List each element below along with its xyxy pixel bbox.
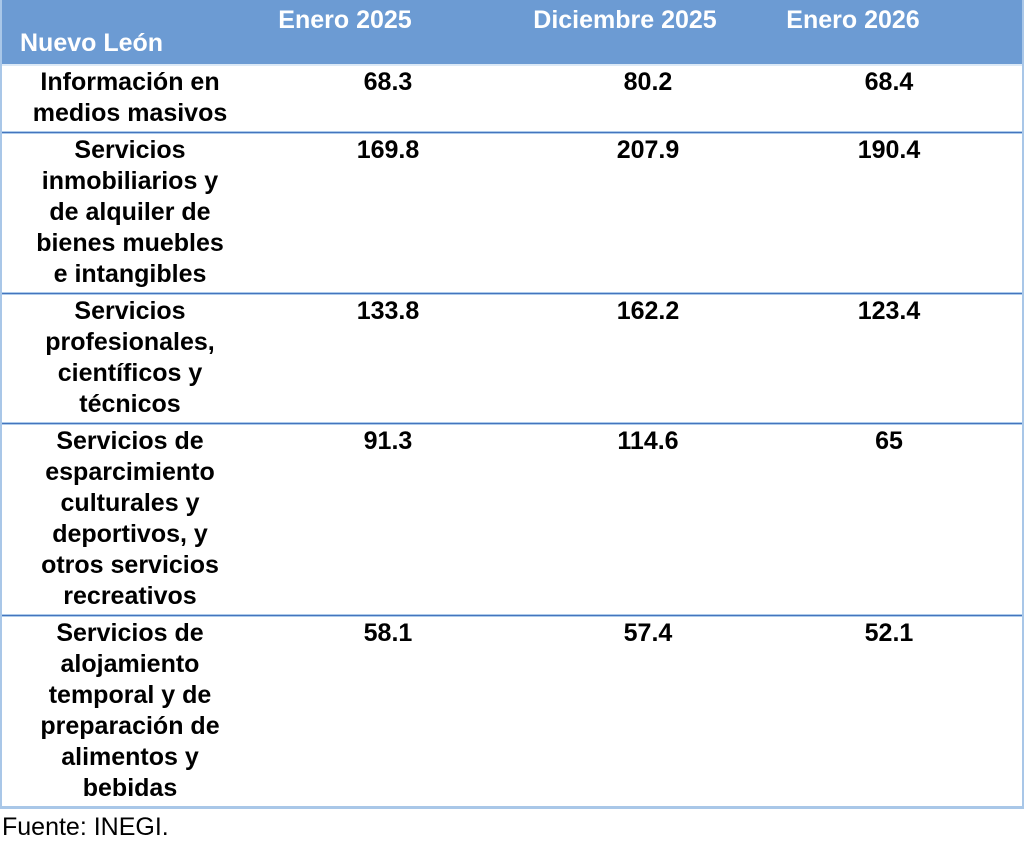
table-row: Servicios de esparcimiento culturales y … [2,425,1022,614]
row-divider [2,614,1022,617]
value-cell: 68.3 [363,68,413,96]
column-header-enero-2026: Enero 2026 [786,6,920,34]
corner-label-nuevo-leon: Nuevo León [20,29,164,57]
value-cell: 80.2 [623,68,673,96]
category-cell: Servicios inmobiliarios y de alquiler de… [36,136,224,288]
row-divider [2,131,1022,134]
table-header-row: Nuevo León Enero 2025 Diciembre 2025 Ene… [2,0,1022,66]
category-cell: Servicios de esparcimiento culturales y … [41,427,219,610]
table-row: Servicios de alojamiento temporal y de p… [2,617,1022,806]
value-cell: 68.4 [864,68,914,96]
source-note: Fuente: INEGI. [2,813,169,841]
value-cell: 190.4 [857,136,921,164]
row-divider [2,422,1022,425]
value-cell: 162.2 [616,297,680,325]
column-header-diciembre-2025: Diciembre 2025 [533,6,717,34]
table-row: Servicios inmobiliarios y de alquiler de… [2,134,1022,292]
value-cell: 52.1 [864,619,914,647]
value-cell: 57.4 [623,619,673,647]
column-header-enero-2025: Enero 2025 [278,6,412,34]
data-table: Nuevo León Enero 2025 Diciembre 2025 Ene… [0,0,1024,809]
value-cell: 207.9 [616,136,680,164]
value-cell: 169.8 [356,136,420,164]
row-divider [2,292,1022,295]
value-cell: 91.3 [363,427,413,455]
category-cell: Servicios profesionales, científicos y t… [45,297,215,418]
table-row: Información en medios masivos 68.3 80.2 … [2,66,1022,131]
table-row: Servicios profesionales, científicos y t… [2,295,1022,422]
value-cell: 58.1 [363,619,413,647]
value-cell: 123.4 [857,297,921,325]
category-cell: Información en medios masivos [32,68,228,127]
value-cell: 133.8 [356,297,420,325]
category-cell: Servicios de alojamiento temporal y de p… [40,619,220,802]
value-cell: 65 [875,427,903,455]
value-cell: 114.6 [617,427,679,455]
